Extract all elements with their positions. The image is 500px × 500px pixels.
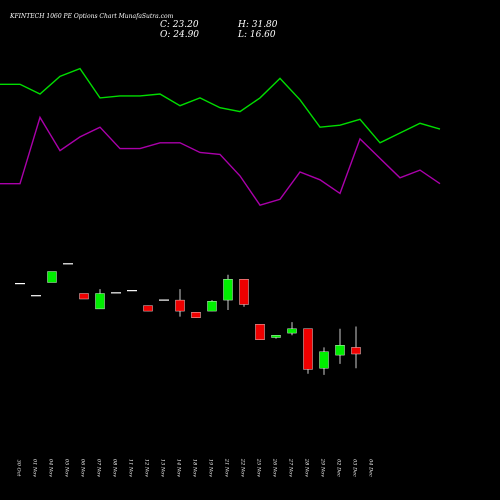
candle-body <box>191 312 201 318</box>
x-tick-label: 01 Nov <box>32 459 38 477</box>
x-tick-label: 05 Nov <box>64 459 70 477</box>
x-tick-label: 21 Nov <box>224 458 230 477</box>
candle-body <box>207 301 217 312</box>
chart-title: KFINTECH 1060 PE Options Chart MunafaSut… <box>9 13 174 20</box>
x-tick-label: 27 Nov <box>288 458 294 477</box>
x-tick-label: 06 Nov <box>80 459 86 477</box>
x-tick-label: 03 Dec <box>352 459 358 477</box>
candle-body <box>319 351 329 369</box>
x-tick-label: 19 Nov <box>208 459 214 477</box>
x-tick-label: 12 Nov <box>144 459 150 477</box>
candle-body <box>239 279 249 305</box>
x-tick-label: 22 Nov <box>240 458 246 477</box>
candle-body <box>143 305 153 312</box>
open-readout: O: 24.90 <box>160 30 199 40</box>
x-axis-labels: 30 Oct 01 Nov 04 Nov 05 Nov 06 Nov 07 Nov 08 N… <box>16 458 374 477</box>
candle-body <box>95 293 105 310</box>
x-tick-label: 30 Oct <box>16 460 22 478</box>
candle-body <box>79 293 89 300</box>
x-tick-label: 07 Nov <box>96 459 102 477</box>
x-tick-label: 28 Nov <box>304 458 310 477</box>
indicator-lines <box>0 67 441 207</box>
x-tick-label: 13 Nov <box>160 459 166 477</box>
x-tick-label: 08 Nov <box>112 459 118 477</box>
x-tick-label: 29 Nov <box>320 458 326 477</box>
candle-body <box>47 271 57 283</box>
low-readout: L: 16.60 <box>237 30 276 40</box>
indicator-line-2 <box>0 115 441 207</box>
x-tick-label: 25 Nov <box>256 458 262 477</box>
x-tick-label: 04 Nov <box>48 459 54 477</box>
candles <box>15 263 361 375</box>
candle-body <box>175 299 185 312</box>
x-tick-label: 02 Dec <box>336 459 342 477</box>
x-tick-label: 26 Nov <box>272 458 278 477</box>
candle-body <box>303 328 313 370</box>
indicator-line-1 <box>0 67 441 144</box>
high-readout: H: 31.80 <box>237 20 278 30</box>
x-tick-label: 04 Dec <box>368 459 374 477</box>
candle-body <box>223 279 233 301</box>
candle-body <box>271 335 281 338</box>
candle-body <box>255 324 265 340</box>
x-tick-label: 14 Nov <box>176 459 182 477</box>
x-tick-label: 18 Nov <box>192 459 198 477</box>
candle-body <box>335 345 345 356</box>
close-readout: C: 23.20 <box>160 20 199 30</box>
x-tick-label: 11 Nov <box>128 459 134 477</box>
candle-body <box>287 328 297 334</box>
candle-body <box>351 347 361 355</box>
